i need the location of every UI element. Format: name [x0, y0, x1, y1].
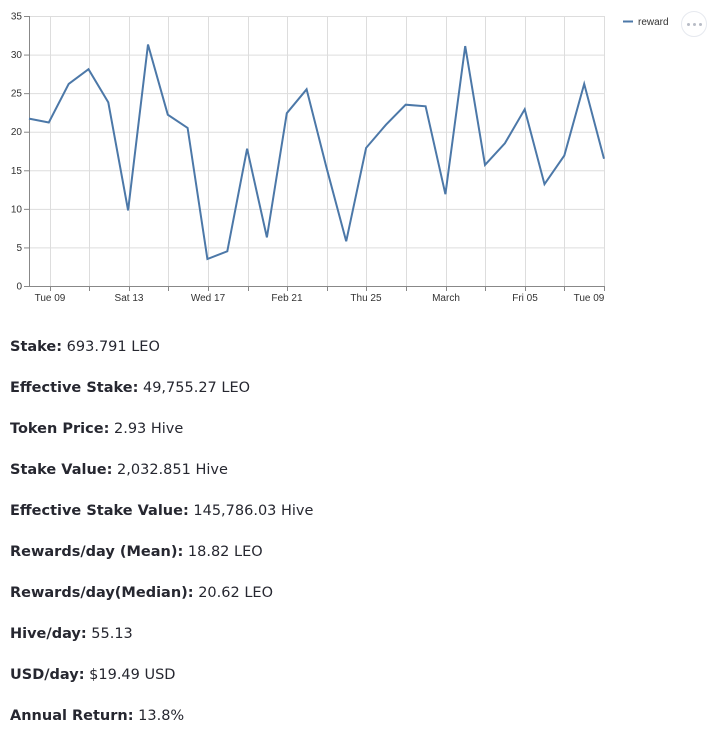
chart-legend: reward [623, 17, 669, 28]
stat-label: Token Price: [10, 421, 110, 437]
stat-value: 55.13 [91, 626, 133, 642]
stat-value: 145,786.03 Hive [193, 503, 314, 519]
chart-axes: 0 5 10 15 20 25 30 35 Tue 09 Sat 13 Wed 17 Feb 21 Th… [11, 12, 605, 304]
stat-value: 20.62 LEO [198, 585, 273, 601]
x-tick-label: Tue 09 [574, 293, 605, 304]
x-tick-label: Thu 25 [350, 293, 382, 304]
stat-label: Hive/day: [10, 626, 87, 642]
chart-menu-button[interactable] [681, 11, 707, 37]
stat-label: Effective Stake Value: [10, 503, 189, 519]
stat-value: 13.8% [138, 708, 185, 724]
stat-rewards-median: Rewards/day(Median): 20.62 LEO [10, 582, 313, 623]
x-tick-label: Tue 09 [35, 293, 66, 304]
y-tick-label: 30 [11, 50, 23, 61]
stat-hive-per-day: Hive/day: 55.13 [10, 623, 313, 664]
x-tick-label: Fri 05 [512, 293, 538, 304]
stat-rewards-mean: Rewards/day (Mean): 18.82 LEO [10, 541, 313, 582]
chart-grid [29, 16, 605, 287]
stat-value: 49,755.27 LEO [142, 380, 251, 396]
y-tick-label: 25 [11, 89, 23, 100]
stat-annual-return: Annual Return: 13.8% [10, 705, 313, 746]
stat-value: 2.93 Hive [113, 421, 184, 437]
y-tick-label: 0 [16, 282, 22, 293]
y-tick-label: 20 [11, 127, 23, 138]
more-horizontal-icon [686, 22, 702, 26]
stat-label: Stake: [10, 339, 63, 355]
stat-token-price: Token Price: 2.93 Hive [10, 418, 313, 459]
x-tick-label: Sat 13 [115, 293, 144, 304]
x-tick-label: Wed 17 [191, 293, 226, 304]
stat-label: Rewards/day(Median): [10, 585, 194, 601]
stat-value: 2,032.851 Hive [117, 462, 228, 478]
stat-value: 18.82 LEO [187, 544, 263, 560]
stat-label: USD/day: [10, 667, 85, 683]
y-tick-label: 35 [11, 12, 23, 23]
y-tick-label: 15 [11, 166, 23, 177]
stat-label: Rewards/day (Mean): [10, 544, 184, 560]
stat-stake: Stake: 693.791 LEO [10, 336, 313, 377]
x-tick-label: Feb 21 [271, 293, 303, 304]
legend-label: reward [638, 17, 669, 28]
stat-value: 693.791 LEO [66, 339, 160, 355]
stat-effective-stake: Effective Stake: 49,755.27 LEO [10, 377, 313, 418]
x-tick-label: March [432, 293, 460, 304]
y-tick-label: 5 [16, 243, 22, 254]
line-chart: 0 5 10 15 20 25 30 35 Tue 09 Sat 13 Wed 17 Feb 21 Th… [11, 12, 669, 305]
stat-label: Effective Stake: [10, 380, 139, 396]
stat-effective-stake-value: Effective Stake Value: 145,786.03 Hive [10, 500, 313, 541]
stats-list: Stake: 693.791 LEO Effective Stake: 49,7… [10, 336, 313, 746]
stat-usd-per-day: USD/day: $19.49 USD [10, 664, 313, 705]
y-tick-label: 10 [11, 204, 23, 215]
series-line-reward [28, 44, 605, 261]
chart-series [28, 44, 605, 261]
stat-stake-value: Stake Value: 2,032.851 Hive [10, 459, 313, 500]
stat-label: Annual Return: [10, 708, 134, 724]
stat-value: $19.49 USD [89, 667, 176, 683]
stat-label: Stake Value: [10, 462, 113, 478]
